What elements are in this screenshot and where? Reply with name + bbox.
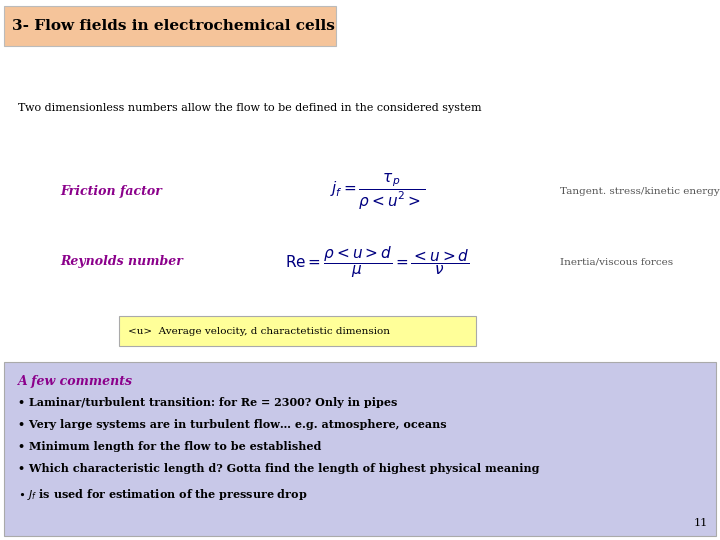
Text: Inertia/viscous forces: Inertia/viscous forces [560, 258, 673, 267]
Text: $j_f = \dfrac{\tau_p}{\rho < u^2 >}$: $j_f = \dfrac{\tau_p}{\rho < u^2 >}$ [330, 172, 426, 212]
Text: Friction factor: Friction factor [60, 186, 162, 199]
Text: • Laminar/turbulent transition: for Re = 2300? Only in pipes: • Laminar/turbulent transition: for Re =… [18, 396, 397, 408]
Text: 3- Flow fields in electrochemical cells: 3- Flow fields in electrochemical cells [12, 19, 335, 33]
Text: A few comments: A few comments [18, 375, 133, 388]
Text: Two dimensionless numbers allow the flow to be defined in the considered system: Two dimensionless numbers allow the flow… [18, 103, 482, 113]
Text: Tangent. stress/kinetic energy: Tangent. stress/kinetic energy [560, 187, 720, 197]
Text: $\mathrm{Re} = \dfrac{\rho < u > d}{\mu} = \dfrac{< u > d}{\nu}$: $\mathrm{Re} = \dfrac{\rho < u > d}{\mu}… [285, 244, 469, 280]
Text: • Minimum length for the flow to be established: • Minimum length for the flow to be esta… [18, 442, 321, 453]
Text: • Which characteristic length d? Gotta find the length of highest physical meani: • Which characteristic length d? Gotta f… [18, 463, 539, 475]
FancyBboxPatch shape [4, 6, 336, 46]
Text: 11: 11 [694, 518, 708, 528]
FancyBboxPatch shape [4, 362, 716, 536]
Text: • Very large systems are in turbulent flow… e.g. atmosphere, oceans: • Very large systems are in turbulent fl… [18, 420, 446, 430]
Text: $\bullet\ J_f$ is used for estimation of the pressure drop: $\bullet\ J_f$ is used for estimation of… [18, 488, 307, 503]
Text: Reynolds number: Reynolds number [60, 255, 183, 268]
Text: <u>  Average velocity, d charactetistic dimension: <u> Average velocity, d charactetistic d… [128, 327, 390, 335]
FancyBboxPatch shape [119, 316, 476, 346]
